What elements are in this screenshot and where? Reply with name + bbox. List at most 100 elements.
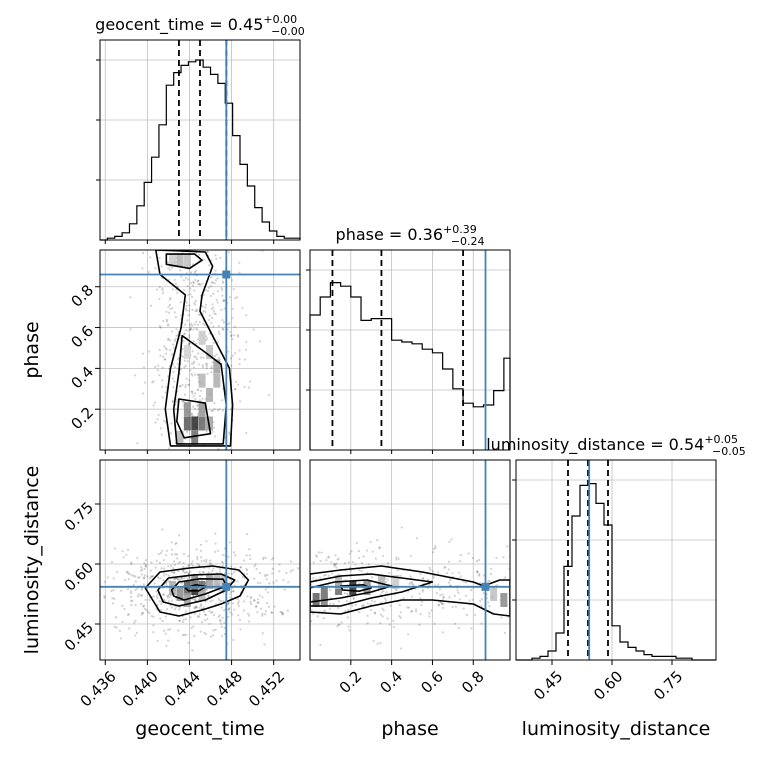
sample-point <box>161 619 164 623</box>
sample-point <box>303 545 305 547</box>
sample-point <box>140 588 143 591</box>
sample-point <box>154 566 157 569</box>
sample-point <box>286 626 288 628</box>
sample-point <box>146 575 149 578</box>
sample-point <box>170 553 174 556</box>
sample-point <box>236 594 238 596</box>
sample-point <box>237 614 240 617</box>
sample-point <box>578 595 580 597</box>
sample-point <box>198 570 201 573</box>
sample-point <box>556 597 558 599</box>
sample-point <box>178 472 180 474</box>
sample-point <box>354 603 357 607</box>
sample-point <box>174 282 178 285</box>
sample-point <box>126 588 130 591</box>
sample-point <box>213 550 217 553</box>
sample-point <box>160 265 163 268</box>
sample-point <box>542 581 544 583</box>
sample-point <box>378 546 381 550</box>
sample-point <box>214 628 217 631</box>
sample-point <box>207 595 210 598</box>
sample-point <box>167 574 171 577</box>
sample-point <box>165 386 168 389</box>
sample-point <box>182 631 184 633</box>
sample-point <box>258 588 260 590</box>
contour-level-3 <box>172 334 228 445</box>
sample-point <box>171 377 174 380</box>
sample-point <box>335 562 338 565</box>
sample-point <box>184 276 187 280</box>
sample-point <box>316 555 319 558</box>
sample-point <box>211 610 214 613</box>
panel-title-phase: phase = 0.36+0.39 −0.24 <box>336 223 485 248</box>
sample-point <box>191 466 193 468</box>
sample-point <box>200 491 202 493</box>
sample-point <box>228 296 231 299</box>
sample-point <box>191 308 194 311</box>
sample-point <box>557 557 559 559</box>
sample-point <box>208 562 211 565</box>
sample-point <box>191 508 193 510</box>
sample-point <box>113 597 116 600</box>
sample-point <box>386 578 389 581</box>
sample-point <box>78 603 80 605</box>
sample-point <box>520 608 522 610</box>
sample-point <box>270 576 272 578</box>
sample-point <box>334 554 337 557</box>
sample-point <box>153 582 156 585</box>
sample-point <box>336 558 339 561</box>
sample-point <box>284 596 286 598</box>
sample-point <box>133 374 137 377</box>
sample-point <box>373 600 376 603</box>
sample-point <box>157 577 160 580</box>
sample-point <box>223 627 226 630</box>
sample-point <box>320 551 323 554</box>
sample-point <box>334 563 337 567</box>
x-axis-label-luminosity_distance: luminosity_distance <box>522 718 711 740</box>
sample-point <box>127 613 130 616</box>
sample-point <box>529 596 531 598</box>
sample-point <box>189 616 192 619</box>
sample-point <box>530 631 532 633</box>
sample-point <box>261 560 263 562</box>
sample-point <box>149 576 152 580</box>
sample-point <box>317 551 320 554</box>
sample-point <box>245 431 248 435</box>
sample-point <box>207 594 210 597</box>
sample-point <box>222 599 225 603</box>
sample-point <box>195 605 198 608</box>
sample-point <box>179 269 182 272</box>
sample-point <box>193 634 196 637</box>
sample-point <box>165 644 168 647</box>
sample-point <box>208 264 211 267</box>
sample-point <box>380 591 384 594</box>
sample-point <box>333 565 336 568</box>
sample-point <box>258 594 261 597</box>
sample-point <box>239 582 241 584</box>
sample-point <box>395 558 398 561</box>
sample-point <box>528 570 530 572</box>
sample-point <box>181 545 183 547</box>
sample-point <box>379 622 382 625</box>
sample-point <box>196 562 199 565</box>
sample-point <box>262 556 265 559</box>
sample-point <box>233 334 236 337</box>
sample-point <box>160 567 163 570</box>
sample-point <box>429 568 432 571</box>
sample-point <box>215 257 218 260</box>
sample-point <box>210 281 213 284</box>
sample-point <box>167 600 171 603</box>
sample-point <box>480 598 484 601</box>
sample-point <box>235 638 237 640</box>
sample-point <box>175 541 178 545</box>
sample-point <box>136 576 140 579</box>
sample-point <box>111 602 114 605</box>
sample-point <box>531 557 533 559</box>
sample-point <box>253 599 256 602</box>
sample-point <box>287 550 289 552</box>
sample-point <box>194 373 197 376</box>
sample-point <box>246 569 249 572</box>
sample-point <box>141 267 144 270</box>
sample-point <box>198 253 201 257</box>
sample-point <box>213 407 216 411</box>
